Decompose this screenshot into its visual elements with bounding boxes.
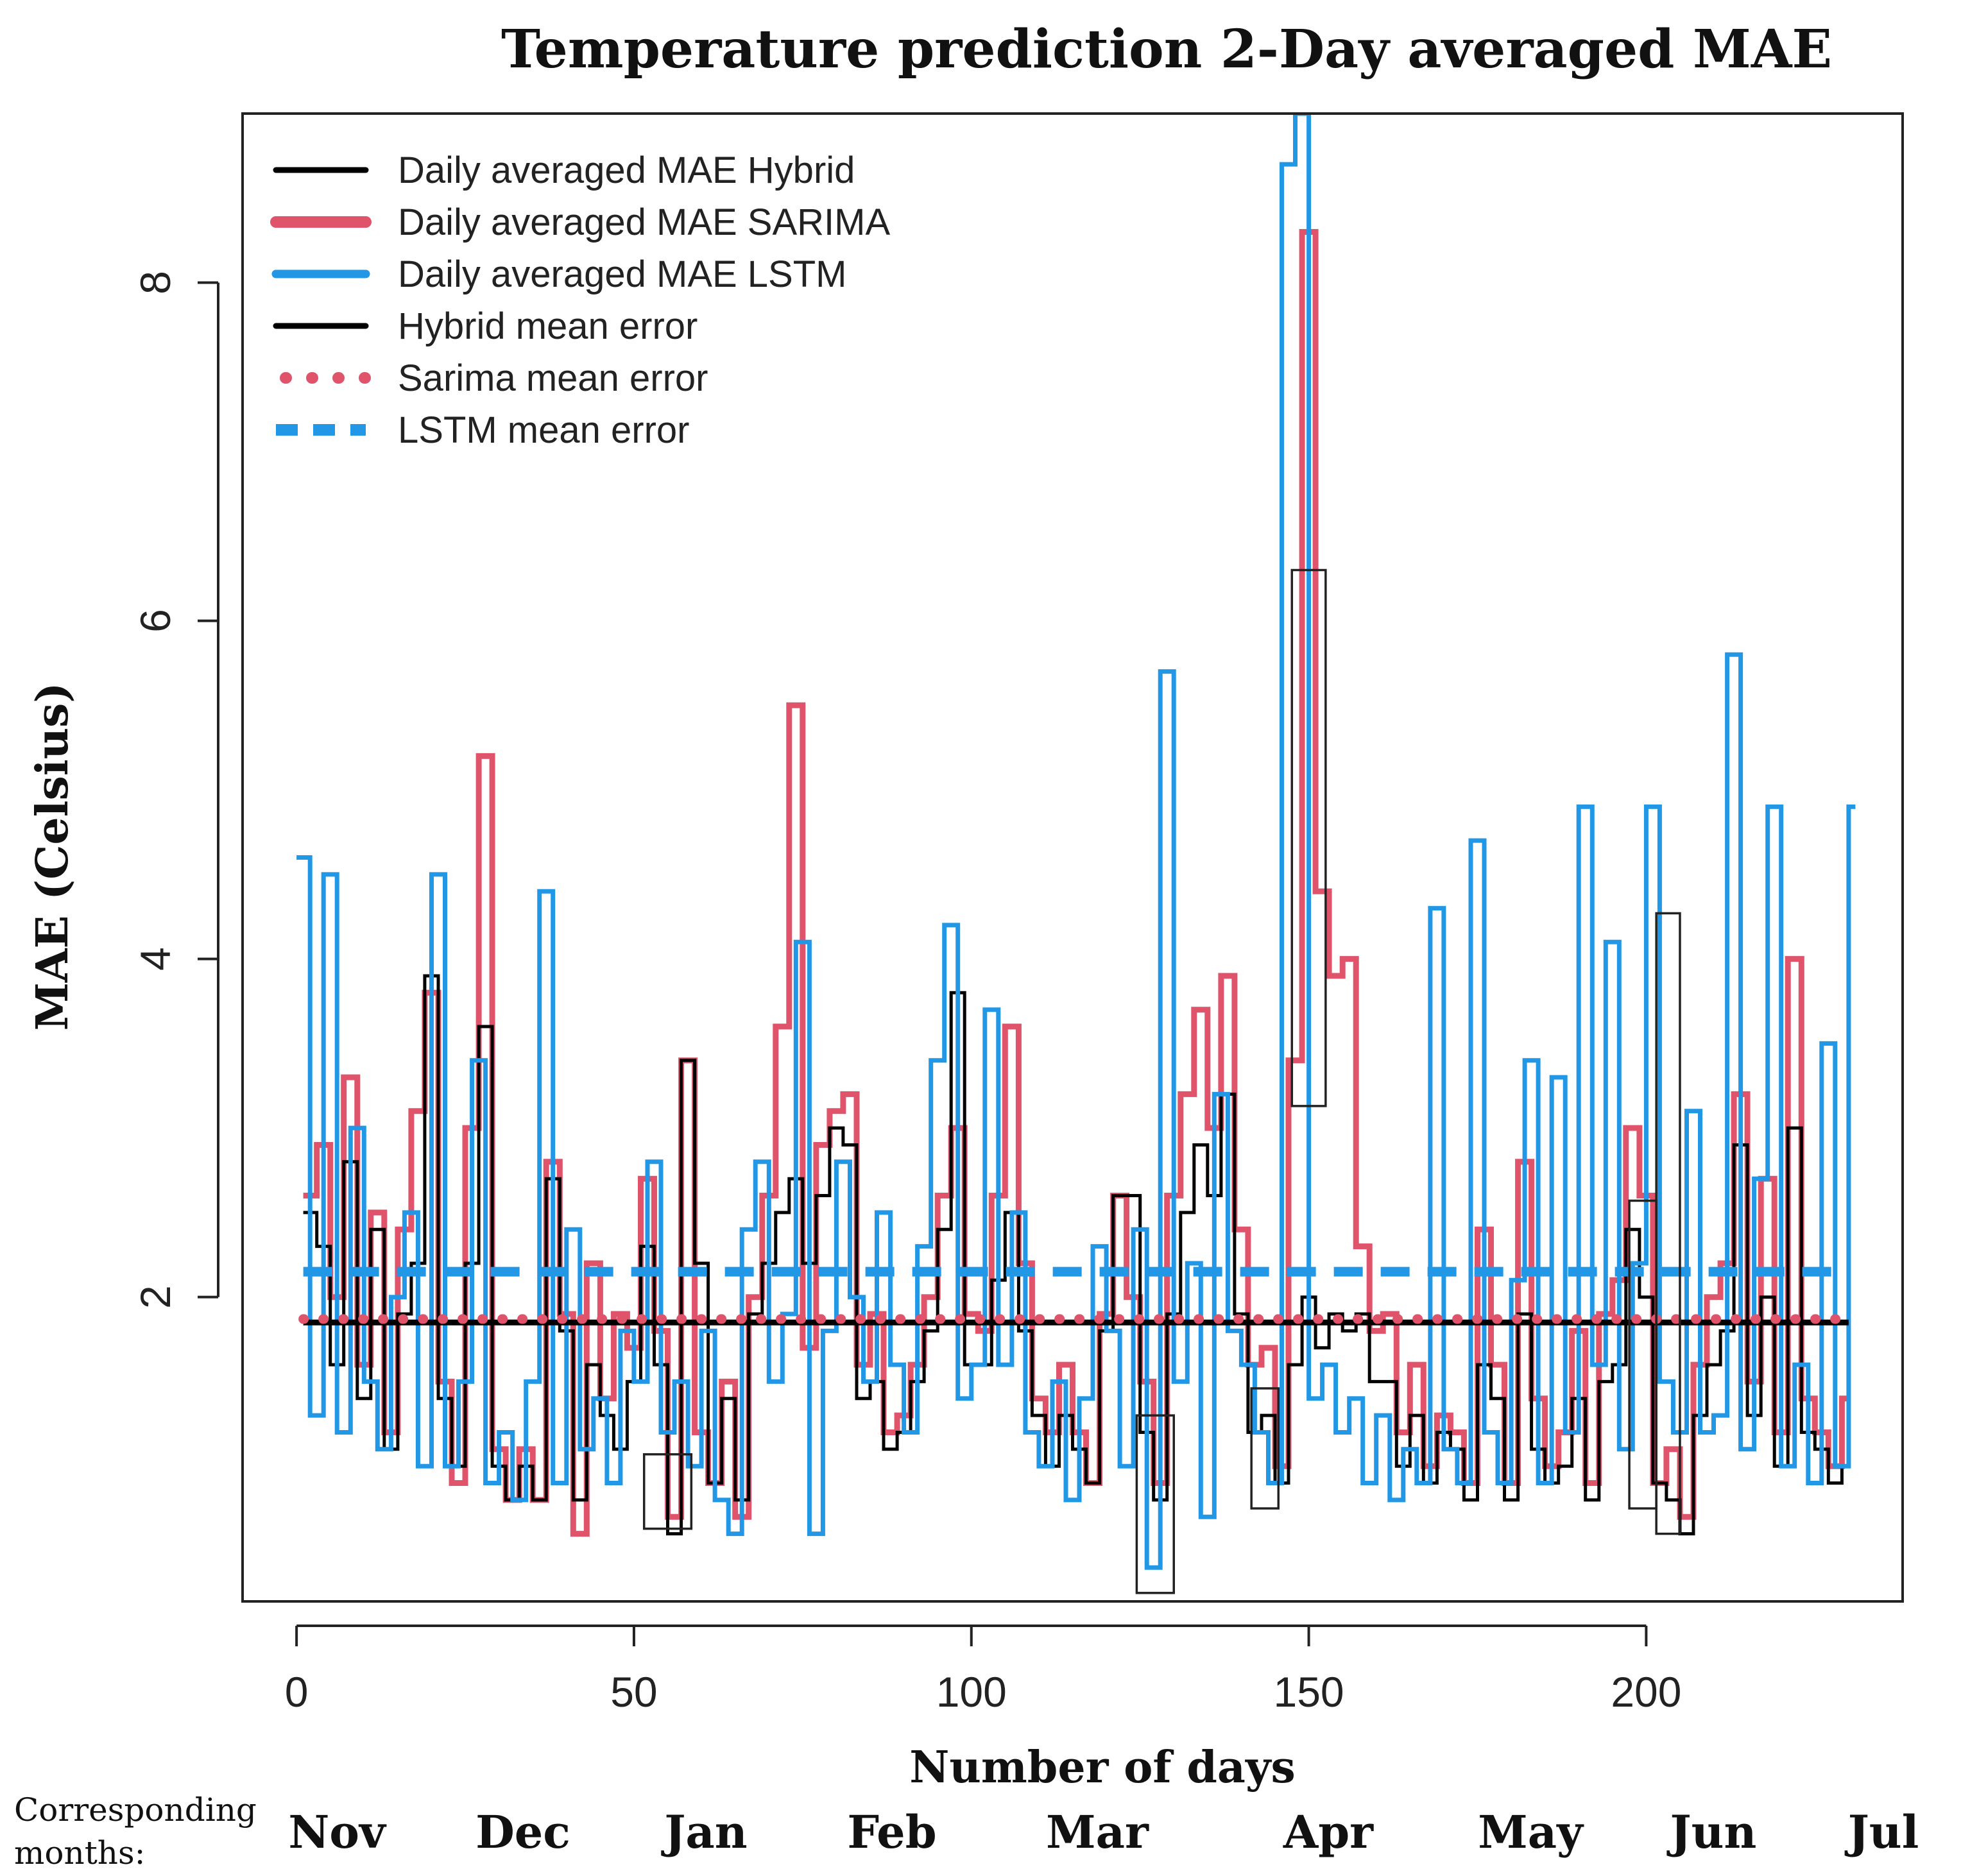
month-label-jun: Jun bbox=[1666, 1805, 1757, 1859]
legend-label-daily-averaged-mae-sarima: Daily averaged MAE SARIMA bbox=[398, 201, 890, 243]
highlight-box-1 bbox=[642, 1453, 693, 1530]
x-tick-label-0: 0 bbox=[285, 1668, 309, 1716]
y-tick-label-8: 8 bbox=[132, 271, 179, 294]
series-daily-averaged-mae-lstm bbox=[296, 114, 1856, 1570]
x-axis-title: Number of days bbox=[909, 1742, 1296, 1793]
months-caption-line-1: Corresponding bbox=[14, 1791, 257, 1829]
axes: 0 50 100 150 200 2 4 6 8 bbox=[132, 271, 1681, 1716]
month-label-jan: Jan bbox=[660, 1805, 747, 1859]
chart-title: Temperature prediction 2-Day averaged MA… bbox=[501, 19, 1832, 80]
month-label-feb: Feb bbox=[847, 1805, 936, 1859]
highlight-box-3 bbox=[1250, 1387, 1280, 1510]
plot-frame bbox=[241, 112, 1904, 1603]
y-tick-label-2: 2 bbox=[132, 1285, 179, 1309]
month-label-nov: Nov bbox=[288, 1805, 387, 1859]
highlight-box-2 bbox=[1135, 1414, 1175, 1594]
highlight-box-4 bbox=[1290, 568, 1327, 1107]
plot-content bbox=[296, 114, 1856, 1594]
months-caption-line-2: months: bbox=[14, 1834, 146, 1872]
x-tick-label-100: 100 bbox=[936, 1668, 1007, 1716]
x-tick-label-200: 200 bbox=[1611, 1668, 1681, 1716]
month-label-dec: Dec bbox=[475, 1805, 570, 1859]
series-daily-averaged-mae-hybrid bbox=[303, 974, 1849, 1536]
month-label-jul: Jul bbox=[1844, 1805, 1919, 1859]
month-label-may: May bbox=[1478, 1805, 1584, 1859]
legend-label-daily-averaged-mae-lstm: Daily averaged MAE LSTM bbox=[398, 253, 846, 295]
legend-label-daily-averaged-mae-hybrid: Daily averaged MAE Hybrid bbox=[398, 149, 855, 191]
y-axis-title: MAE (Celsius) bbox=[27, 683, 78, 1031]
y-tick-label-4: 4 bbox=[132, 947, 179, 971]
month-label-apr: Apr bbox=[1283, 1805, 1374, 1859]
legend-label-sarima-mean-error: Sarima mean error bbox=[398, 357, 708, 399]
x-tick-label-150: 150 bbox=[1274, 1668, 1344, 1716]
highlight-box-6 bbox=[1655, 912, 1681, 1535]
legend-label-hybrid-mean-error: Hybrid mean error bbox=[398, 305, 698, 347]
legend: Daily averaged MAE Hybrid Daily averaged … bbox=[270, 149, 890, 451]
months-row: Corresponding months: Nov Dec Jan Feb Mar Apr… bbox=[14, 1791, 1919, 1872]
y-tick-label-6: 6 bbox=[132, 609, 179, 633]
x-tick-label-50: 50 bbox=[610, 1668, 657, 1716]
legend-label-lstm-mean-error: LSTM mean error bbox=[398, 409, 689, 451]
month-label-mar: Mar bbox=[1046, 1805, 1149, 1859]
plot-area bbox=[296, 114, 1856, 1594]
